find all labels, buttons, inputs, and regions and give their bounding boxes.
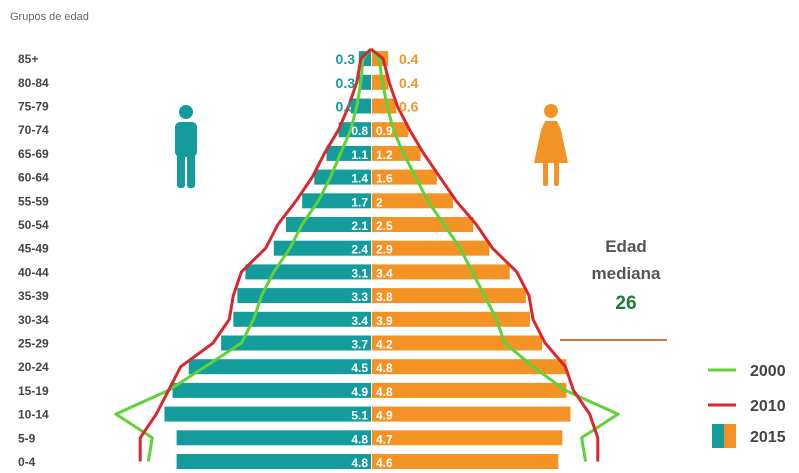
bar-male-15-19 [172, 382, 371, 398]
bar-male-70-74 [338, 122, 371, 138]
value-label-male-80-84: 0.3 [336, 75, 356, 91]
legend: 2000 2010 2015 [708, 363, 786, 448]
value-label-female-70-74: 0.9 [376, 124, 393, 138]
age-label-5-9: 5-9 [18, 431, 36, 445]
legend-2010-label: 2010 [750, 398, 786, 415]
value-label-female-80-84: 0.4 [399, 75, 419, 91]
value-label-male-60-64: 1.4 [351, 172, 368, 186]
value-label-female-35-39: 3.8 [376, 290, 393, 304]
bar-female-30-34 [372, 311, 530, 327]
age-label-55-59: 55-59 [18, 194, 49, 208]
median-label-line2: mediana [592, 264, 662, 283]
value-label-male-15-19: 4.9 [351, 385, 368, 399]
age-label-85+: 85+ [18, 52, 38, 66]
value-label-female-55-59: 2 [376, 195, 383, 209]
bar-male-10-14 [164, 406, 371, 422]
outline-2010-left [138, 48, 373, 462]
value-label-female-60-64: 1.6 [376, 172, 393, 186]
legend-2015-swatch-female [724, 424, 736, 448]
value-label-female-20-24: 4.8 [376, 361, 393, 375]
value-label-male-40-44: 3.1 [351, 266, 368, 280]
bar-female-60-64 [372, 169, 437, 185]
male-icon [175, 105, 197, 188]
legend-2000-label: 2000 [750, 363, 786, 380]
bar-female-0-4 [372, 454, 559, 469]
value-label-male-5-9: 4.8 [351, 432, 368, 446]
value-label-male-65-69: 1.1 [351, 148, 368, 162]
bar-female-15-19 [372, 382, 567, 398]
value-label-male-10-14: 5.1 [351, 409, 368, 423]
age-label-50-54: 50-54 [18, 218, 49, 232]
age-label-25-29: 25-29 [18, 337, 49, 351]
bar-female-55-59 [372, 193, 453, 209]
value-label-male-45-49: 2.4 [351, 243, 368, 257]
bar-female-35-39 [372, 288, 526, 304]
bar-male-50-54 [285, 217, 371, 232]
age-label-40-44: 40-44 [18, 265, 49, 279]
outline-2000-right [369, 48, 620, 462]
age-labels: 0-4 5-9 10-14 15-19 20-24 25-29 30-34 35-39 40-4… [18, 52, 49, 469]
bar-male-35-39 [237, 288, 371, 304]
value-label-male-85+: 0.3 [336, 51, 356, 67]
bar-male-20-24 [188, 359, 371, 375]
age-label-0-4: 0-4 [18, 455, 36, 469]
value-label-male-55-59: 1.7 [351, 195, 368, 209]
value-label-male-35-39: 3.3 [351, 290, 368, 304]
value-label-female-0-4: 4.6 [376, 456, 393, 470]
value-label-male-25-29: 3.7 [351, 338, 368, 352]
bar-male-5-9 [176, 430, 371, 446]
median-value: 26 [615, 293, 636, 314]
median-label-line1: Edad [605, 237, 647, 256]
value-label-male-20-24: 4.5 [351, 361, 368, 375]
bar-male-0-4 [176, 454, 371, 469]
value-label-female-65-69: 1.2 [376, 148, 393, 162]
bar-female-75-79 [372, 98, 397, 114]
bar-male-30-34 [233, 311, 371, 327]
bar-female-5-9 [372, 430, 563, 446]
age-label-70-74: 70-74 [18, 123, 49, 137]
bar-female-70-74 [372, 122, 409, 138]
value-label-male-30-34: 3.4 [351, 314, 368, 328]
value-label-female-30-34: 3.9 [376, 314, 393, 328]
female-icon [534, 104, 568, 186]
age-label-15-19: 15-19 [18, 384, 49, 398]
value-label-female-45-49: 2.9 [376, 243, 393, 257]
age-label-30-34: 30-34 [18, 313, 49, 327]
value-label-male-0-4: 4.8 [351, 456, 368, 470]
age-label-75-79: 75-79 [18, 100, 49, 114]
legend-2015-label: 2015 [750, 429, 786, 446]
value-label-female-5-9: 4.7 [376, 432, 393, 446]
bar-male-45-49 [273, 240, 371, 256]
legend-2015-swatch-male [712, 424, 724, 448]
value-label-male-50-54: 2.1 [351, 219, 368, 233]
age-label-65-69: 65-69 [18, 147, 49, 161]
value-label-male-75-79: 0.5 [336, 99, 356, 115]
age-label-35-39: 35-39 [18, 289, 49, 303]
value-label-female-25-29: 4.2 [376, 338, 393, 352]
value-label-female-75-79: 0.6 [399, 99, 419, 115]
value-label-female-15-19: 4.8 [376, 385, 393, 399]
bars [164, 51, 571, 469]
bar-female-25-29 [372, 335, 543, 351]
value-label-male-70-74: 0.8 [351, 124, 368, 138]
bar-female-45-49 [372, 240, 490, 256]
bar-female-65-69 [372, 145, 421, 161]
value-label-female-50-54: 2.5 [376, 219, 393, 233]
age-label-45-49: 45-49 [18, 242, 49, 256]
bar-male-25-29 [221, 335, 371, 351]
value-labels: 4.8 4.6 4.8 4.7 5.1 4.9 4.9 4.8 4.5 4.8 3.7 4.2 3.4 3… [336, 51, 419, 470]
value-label-female-85+: 0.4 [399, 51, 419, 67]
age-label-80-84: 80-84 [18, 76, 49, 90]
value-label-female-10-14: 4.9 [376, 409, 393, 423]
outline-2010-right [370, 47, 600, 462]
outline-lines [114, 47, 620, 462]
age-label-10-14: 10-14 [18, 408, 49, 422]
y-axis-title: Grupos de edad [10, 11, 89, 23]
bar-female-20-24 [372, 359, 567, 375]
age-label-60-64: 60-64 [18, 171, 49, 185]
bar-female-10-14 [372, 406, 571, 422]
age-label-20-24: 20-24 [18, 360, 49, 374]
value-label-female-40-44: 3.4 [376, 266, 393, 280]
